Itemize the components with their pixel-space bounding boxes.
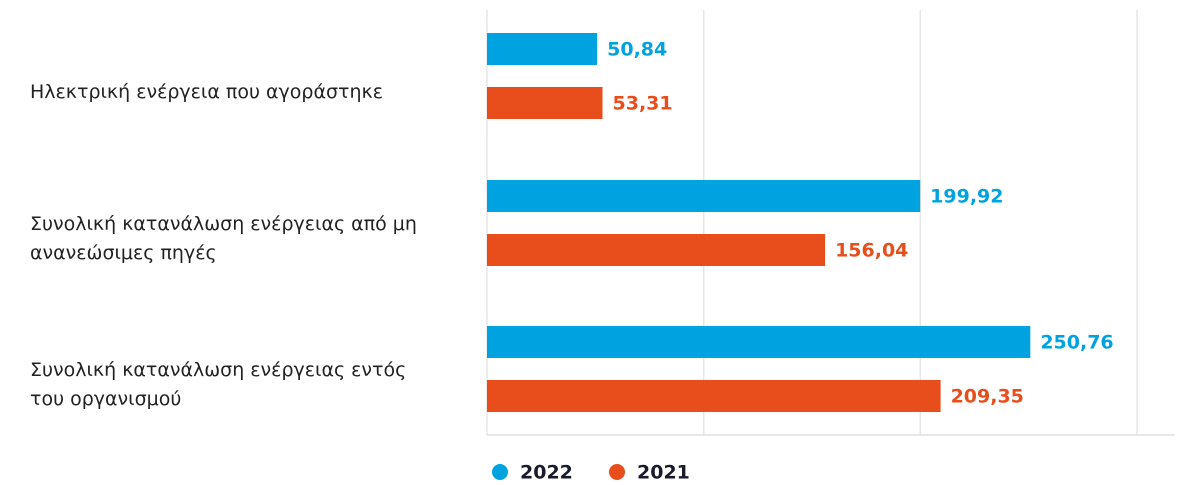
value-label: 209,35 [951,386,1024,408]
value-label: 50,84 [607,39,667,61]
legend-label: 2021 [637,462,690,484]
category-label: Συνολική κατανάλωση ενέργειας από μη ανα… [30,213,417,264]
value-label: 156,04 [835,240,908,262]
bar [487,326,1031,358]
bar [487,33,598,65]
bar [487,380,941,412]
value-label: 250,76 [1040,332,1113,354]
category-label: Συνολική κατανάλωση ενέργειας εντός του … [30,359,407,410]
value-label: 53,31 [613,93,673,115]
legend-label: 2022 [520,462,573,484]
bar [487,180,921,212]
legend-marker [492,464,508,480]
category-label: Ηλεκτρική ενέργεια που αγοράστηκε [30,80,383,103]
value-label: 199,92 [930,186,1003,208]
bar [487,234,826,266]
legend-marker [609,464,625,480]
bar [487,87,603,119]
